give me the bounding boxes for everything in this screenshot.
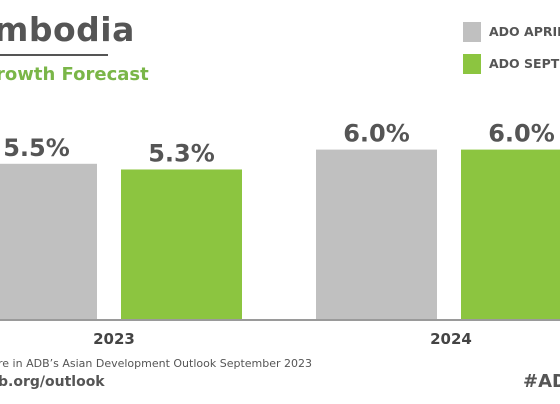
bar-value-label-2023-series-1: 5.5%: [3, 134, 70, 162]
legend-label-ado-september: ADO SEPTEM: [489, 56, 560, 71]
hashtag: #AD: [523, 371, 560, 392]
legend-swatch-ado-september: [463, 54, 481, 74]
source-note: re in ADB’s Asian Development Outlook Se…: [0, 357, 313, 370]
category-label-2023: 2023: [93, 330, 135, 348]
bar-2024-series-1: [316, 149, 437, 320]
bar-2024-series-2: [461, 149, 560, 320]
bar-value-label-2024-series-1: 6.0%: [343, 120, 410, 148]
outlook-link[interactable]: b.org/outlook: [0, 374, 105, 390]
chart-subtitle: rowth Forecast: [0, 64, 149, 85]
legend-swatch-ado-april: [463, 22, 481, 42]
bar-value-label-2023-series-2: 5.3%: [148, 139, 215, 167]
chart-title: mbodia: [0, 10, 135, 49]
bar-2023-series-2: [121, 169, 242, 320]
title-underline: [0, 54, 108, 56]
category-label-2024: 2024: [430, 330, 472, 348]
legend-label-ado-april: ADO APRIL 2: [489, 24, 560, 39]
bar-value-label-2024-series-2: 6.0%: [488, 120, 555, 148]
bar-2023-series-1: [0, 163, 97, 320]
